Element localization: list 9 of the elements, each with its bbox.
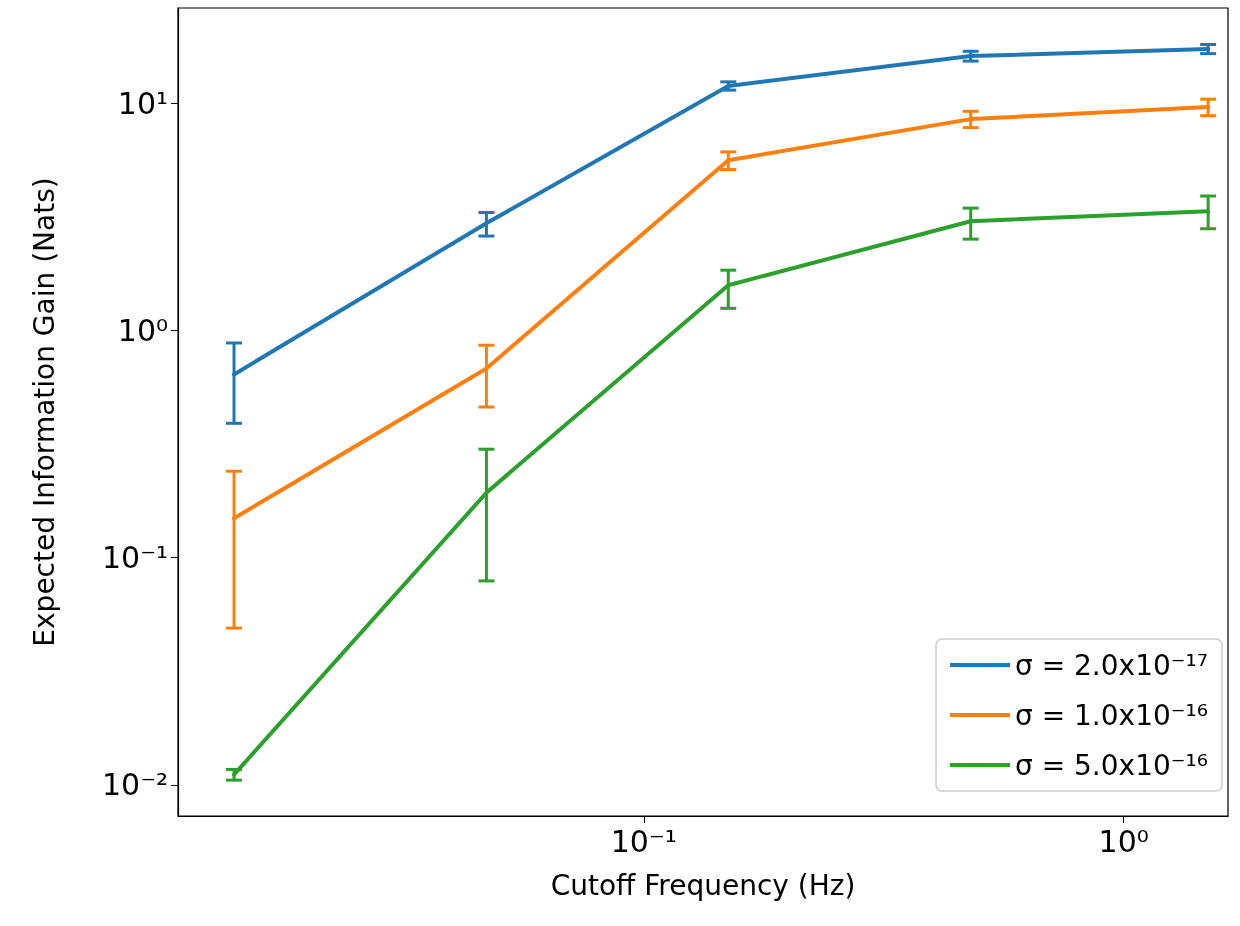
- y-tick-label: 10¹: [117, 85, 168, 121]
- y-tick-label: 10⁻²: [101, 767, 168, 803]
- legend-label: σ = 2.0x10⁻¹⁷: [1015, 648, 1208, 682]
- x-axis-title: Cutoff Frequency (Hz): [550, 868, 856, 902]
- legend-label: σ = 5.0x10⁻¹⁶: [1015, 748, 1208, 782]
- y-axis-title: Expected Information Gain (Nats): [27, 177, 61, 647]
- y-tick-label: 10⁰: [117, 312, 168, 348]
- legend-label: σ = 1.0x10⁻¹⁶: [1015, 698, 1208, 732]
- y-tick-label: 10⁻¹: [101, 540, 168, 576]
